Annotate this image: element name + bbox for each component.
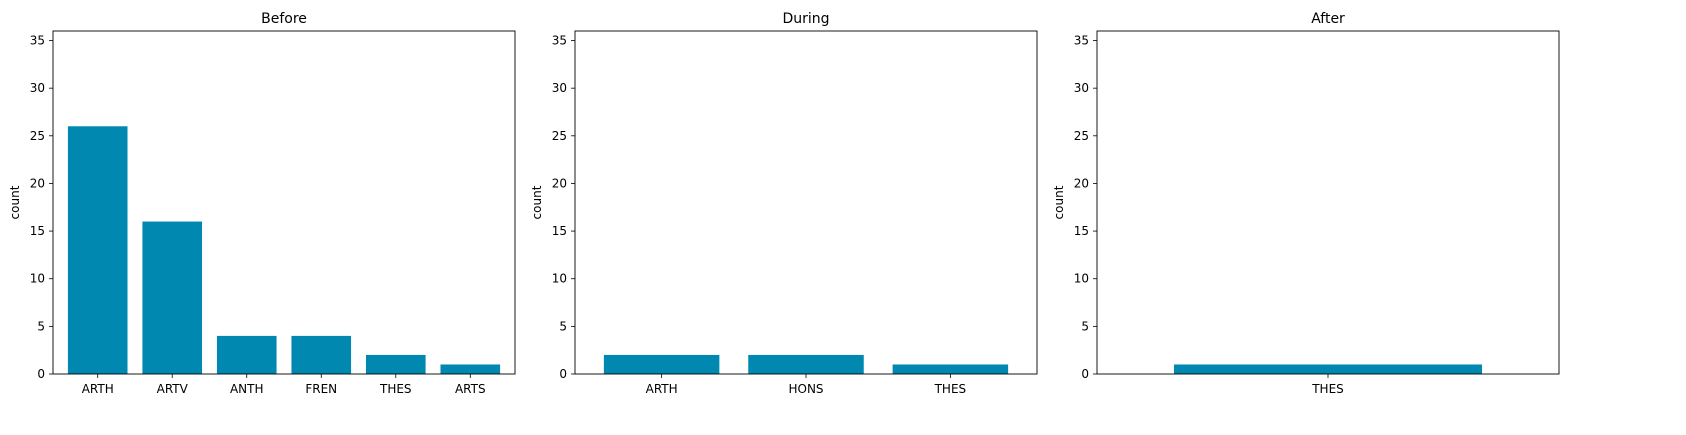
x-tick-label: ARTH [646, 382, 678, 396]
y-tick-label: 10 [552, 272, 567, 286]
y-tick-label: 35 [30, 34, 45, 48]
bar-artv [142, 221, 203, 374]
x-tick-label: ARTH [82, 382, 114, 396]
y-tick-label: 35 [1074, 34, 1089, 48]
y-tick-label: 20 [1074, 176, 1089, 190]
y-tick-label: 15 [1074, 224, 1089, 238]
axes-frame [52, 30, 516, 375]
x-tick-label: ARTV [157, 382, 189, 396]
bar-arts [440, 364, 501, 374]
bar-thes [892, 364, 1009, 374]
bar-hons [748, 354, 864, 374]
x-tick-label: HONS [788, 382, 823, 396]
chart-panel-during: ARTH HONS THES 0 5 10 15 20 25 30 35 During count [530, 11, 1038, 396]
chart-panel-before: ARTH ARTV ANTH FREN THES ARTS 0 5 10 15 20 25 30 35 Be… [8, 11, 516, 396]
y-tick-label: 25 [30, 129, 45, 143]
x-tick-label: FREN [305, 382, 337, 396]
y-tick-label: 15 [552, 224, 567, 238]
y-tick-label: 30 [1074, 81, 1089, 95]
y-tick-label: 0 [559, 367, 567, 381]
bar-arth [67, 126, 128, 375]
y-tick-label: 5 [1081, 319, 1089, 333]
chart-title: After [1311, 11, 1345, 27]
y-tick-label: 20 [552, 176, 567, 190]
y-axis-label: count [1052, 185, 1066, 219]
chart-title: Before [261, 11, 307, 27]
axes-frame [1096, 30, 1560, 375]
y-tick-label: 10 [1074, 272, 1089, 286]
x-tick-label: ARTS [455, 382, 486, 396]
y-tick-label: 10 [30, 272, 45, 286]
y-tick-label: 30 [30, 81, 45, 95]
x-tick-label: ANTH [230, 382, 264, 396]
chart-panel-after: THES 0 5 10 15 20 25 30 35 After count [1052, 11, 1560, 396]
y-axis-label: count [530, 185, 544, 219]
bar-thes [365, 354, 426, 374]
y-tick-label: 0 [1081, 367, 1089, 381]
y-tick-label: 20 [30, 176, 45, 190]
y-tick-label: 25 [1074, 129, 1089, 143]
bar-thes [1174, 364, 1482, 374]
y-tick-label: 30 [552, 81, 567, 95]
y-tick-label: 35 [552, 34, 567, 48]
y-tick-label: 25 [552, 129, 567, 143]
x-tick-label: THES [1311, 382, 1344, 396]
bar-arth [603, 354, 720, 374]
y-tick-label: 5 [559, 319, 567, 333]
bar-anth [216, 335, 277, 374]
x-tick-label: THES [934, 382, 967, 396]
y-tick-label: 15 [30, 224, 45, 238]
chart-title: During [782, 11, 829, 27]
y-axis-label: count [8, 185, 22, 219]
y-tick-label: 5 [37, 319, 45, 333]
y-tick-label: 0 [37, 367, 45, 381]
axes-frame [574, 30, 1038, 375]
x-tick-label: THES [379, 382, 412, 396]
bar-fren [291, 335, 352, 374]
